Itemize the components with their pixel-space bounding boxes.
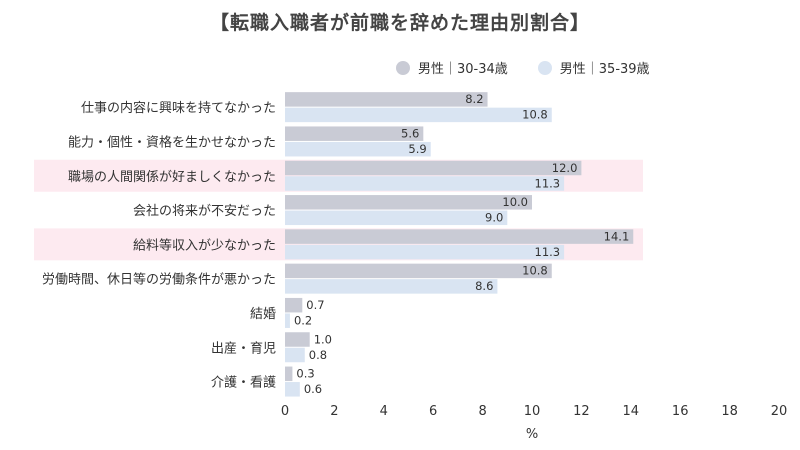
category-label: 職場の人間関係が好ましくなかった	[68, 170, 276, 185]
x-tick-label: 16	[672, 404, 689, 419]
x-tick-label: 8	[478, 404, 486, 419]
bar-series-1	[285, 332, 310, 347]
x-tick-label: 6	[429, 404, 437, 419]
data-label: 11.3	[535, 176, 561, 190]
legend-label-series-2: 男性｜35-39歳	[559, 62, 650, 77]
data-label: 0.2	[294, 313, 312, 327]
data-label: 9.0	[485, 211, 503, 225]
category-label: 給料等収入が少なかった	[133, 237, 276, 253]
data-label: 0.8	[309, 348, 327, 362]
legend-swatch-series-2	[537, 60, 552, 75]
data-label: 5.9	[408, 142, 426, 156]
chart-title: 【転職入職者が前職を辞めた理由別割合】	[209, 12, 590, 34]
category-label: 結婚	[250, 307, 276, 322]
bar-series-2	[285, 141, 431, 157]
bar-series-2	[285, 176, 565, 191]
category-label: 会社の将来が不安だった	[133, 203, 276, 219]
bar-series-1	[285, 263, 552, 279]
data-label: 0.7	[306, 298, 324, 312]
bar-series-1	[285, 229, 634, 244]
data-label: 0.3	[296, 367, 314, 381]
data-label: 1.0	[314, 332, 332, 346]
data-label: 5.6	[401, 126, 419, 140]
x-tick-label: 20	[771, 404, 788, 419]
bar-series-2	[285, 347, 305, 363]
data-label: 8.6	[475, 279, 493, 293]
x-tick-label: 2	[330, 404, 338, 419]
bar-series-2	[285, 313, 290, 328]
x-tick-label: 4	[380, 404, 388, 419]
x-tick-label: 10	[524, 404, 541, 419]
bar-series-2	[285, 244, 565, 260]
data-label: 8.2	[465, 92, 483, 106]
data-label: 12.0	[552, 161, 578, 175]
data-label: 10.0	[502, 195, 528, 209]
category-label: 介護・看護	[211, 375, 276, 391]
data-label: 0.6	[304, 382, 322, 396]
data-label: 10.8	[522, 264, 548, 278]
x-tick-label: 0	[281, 404, 289, 419]
legend-swatch-series-1	[396, 60, 410, 75]
bar-series-1	[285, 297, 303, 313]
bar-series-1	[285, 126, 424, 141]
bar-series-1	[285, 92, 488, 107]
legend-label-series-1: 男性｜30-34歳	[418, 62, 508, 77]
x-tick-label: 14	[623, 404, 640, 419]
category-label: 出産・育児	[211, 340, 276, 356]
category-label: 仕事の内容に興味を持てなかった	[81, 100, 276, 116]
data-label: 11.3	[535, 245, 561, 259]
x-axis-label: %	[526, 427, 538, 442]
legend-item-series-2: 男性｜35-39歳	[537, 58, 650, 77]
bar-series-2	[285, 107, 552, 123]
bar-series-1	[285, 160, 582, 176]
x-tick-label: 18	[721, 404, 738, 419]
bar-series-2	[285, 210, 508, 226]
legend: 男性｜30-34歳 男性｜35-39歳	[396, 58, 680, 77]
data-label: 10.8	[522, 108, 548, 122]
bar-series-1	[285, 195, 532, 210]
bar-series-1	[285, 366, 293, 382]
bar-series-2	[285, 382, 300, 397]
legend-item-series-1: 男性｜30-34歳	[396, 58, 508, 77]
data-label: 14.1	[604, 229, 630, 243]
category-label: 労働時間、休日等の労働条件が悪かった	[42, 272, 276, 288]
category-label: 能力・個性・資格を生かせなかった	[68, 134, 276, 150]
x-tick-label: 12	[573, 404, 590, 419]
bar-series-2	[285, 279, 498, 294]
